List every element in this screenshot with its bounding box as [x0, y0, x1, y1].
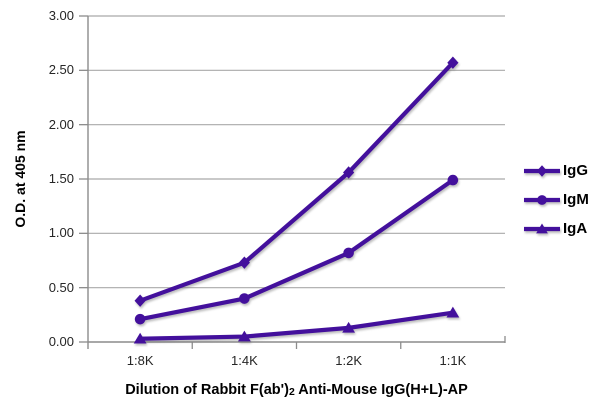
x-axis-title-post: Anti-Mouse IgG(H+L)-AP — [294, 382, 468, 398]
series-IgG — [134, 56, 459, 307]
y-tick-label: 3.00 — [48, 8, 74, 23]
triangle-marker — [536, 222, 548, 233]
y-tick-label: 0.50 — [48, 279, 74, 295]
triangle-marker — [342, 321, 356, 333]
legend-label-IgG: IgG — [563, 162, 588, 179]
diamond-marker — [238, 256, 250, 269]
diamond-marker — [134, 294, 146, 307]
legend-swatch — [524, 164, 560, 177]
circle-marker — [537, 194, 547, 205]
diamond-marker — [343, 166, 355, 179]
x-axis-title: Dilution of Rabbit F(ab')2 Anti-Mouse Ig… — [88, 382, 505, 398]
y-tick-label: 1.00 — [48, 225, 74, 241]
x-axis-title-subscript: 2 — [288, 386, 295, 398]
legend-item-IgA: IgA — [522, 214, 589, 243]
y-axis-title: O.D. at 405 nm — [12, 119, 32, 239]
legend-swatch — [524, 194, 560, 205]
y-tick-label: 2.00 — [48, 116, 74, 132]
series-IgM — [134, 174, 459, 325]
triangle-marker — [133, 332, 147, 344]
triangle-marker — [446, 306, 460, 318]
legend-item-IgG: IgG — [522, 156, 589, 185]
legend-swatch — [524, 222, 560, 233]
circle-marker — [239, 293, 250, 304]
series-IgA — [133, 306, 460, 344]
legend-item-IgM: IgM — [522, 185, 589, 214]
x-tick-label: 1:8K — [126, 353, 154, 368]
series-line-IgA — [138, 310, 455, 341]
diamond-marker — [536, 164, 548, 177]
x-axis-title-pre: Dilution of Rabbit F(ab') — [125, 382, 289, 398]
diamond-marker — [447, 56, 459, 69]
y-tick-label: 2.50 — [48, 62, 74, 78]
y-tick-label: 1.50 — [48, 171, 74, 186]
x-tick-label: 1:1K — [439, 353, 467, 368]
series-line-IgM — [138, 177, 455, 322]
legend-label-IgA: IgA — [563, 220, 588, 237]
legend: IgG IgM IgA — [522, 156, 589, 243]
circle-marker — [343, 247, 354, 259]
y-axis-title-text: O.D. at 405 nm — [12, 130, 28, 228]
triangle-marker — [237, 330, 251, 342]
legend-label-IgM: IgM — [563, 191, 589, 208]
x-tick-label: 1:4K — [231, 353, 258, 368]
circle-marker — [134, 313, 146, 325]
x-tick-label: 1:2K — [335, 353, 362, 368]
y-tick-label: 0.00 — [48, 334, 74, 349]
circle-marker — [447, 174, 459, 186]
series-line-IgG — [138, 60, 455, 303]
